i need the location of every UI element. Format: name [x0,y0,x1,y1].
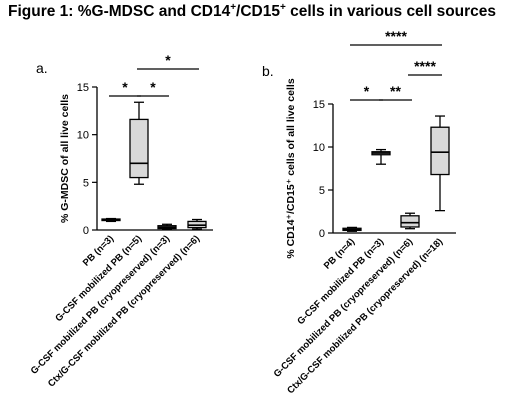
title-sup: + [230,2,237,13]
significance-label: * [364,83,370,99]
box-body [129,118,149,179]
significance-label: * [165,52,171,68]
box-body [430,126,450,176]
y-axis-title: % G-MDSC of all live cells [59,94,71,223]
panel-label: a. [36,60,48,76]
title-part: cells in various cell sources [285,3,497,21]
significance-label: ** [390,83,401,99]
y-tick-label: 10 [313,142,325,154]
title-part: /CD15 [236,3,280,21]
y-tick-label: 0 [83,225,89,237]
title-sup: + [279,2,286,13]
y-tick-label: 10 [77,130,89,142]
panel-label: b. [262,63,274,79]
y-tick-label: 15 [313,99,325,111]
box-body [400,215,420,228]
y-tick-label: 0 [319,228,325,240]
significance-label: **** [414,58,436,74]
y-tick-label: 5 [319,185,325,197]
y-axis-title: % CD14⁺/CD15⁺ cells of all live cells [285,78,297,258]
y-tick-label: 15 [77,82,89,94]
significance-label: **** [385,28,407,44]
title-part: Figure 1: %G-MDSC and CD14 [8,3,231,21]
y-tick-label: 5 [83,177,89,189]
significance-label: * [122,79,128,95]
significance-label: * [150,79,156,95]
figure-title: Figure 1: %G-MDSC and CD14+/CD15+ cells … [8,2,496,21]
